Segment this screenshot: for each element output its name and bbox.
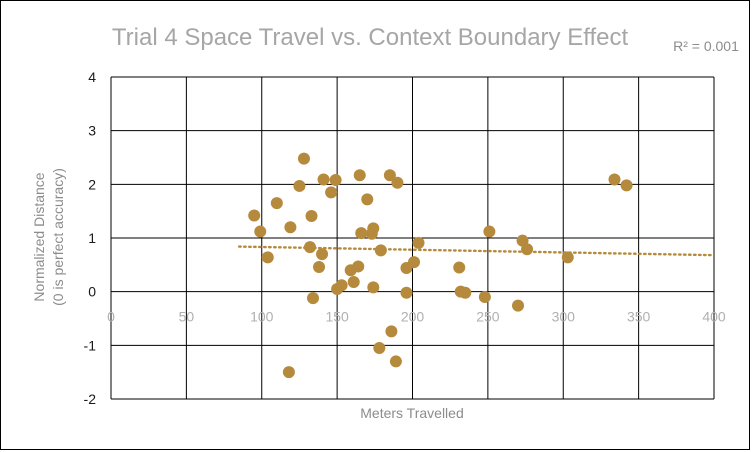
- trendline: [237, 245, 716, 257]
- data-point: [367, 281, 380, 294]
- data-point: [307, 292, 320, 305]
- data-point: [293, 179, 306, 192]
- gridlines: [110, 76, 715, 400]
- x-tick-label: 350: [627, 309, 651, 325]
- chart-title: Trial 4 Space Travel vs. Context Boundar…: [112, 24, 629, 51]
- data-point: [353, 169, 366, 182]
- y-tick-label: 2: [88, 176, 96, 192]
- data-points: [248, 152, 633, 379]
- data-point: [270, 197, 283, 210]
- data-point: [408, 256, 421, 269]
- data-point: [313, 260, 326, 273]
- y-tick-label: 3: [88, 123, 96, 139]
- data-point: [385, 325, 398, 338]
- x-tick-label: 0: [107, 309, 115, 325]
- x-tick-label: 300: [552, 309, 576, 325]
- data-point: [335, 279, 348, 292]
- y-tick-label: -2: [84, 391, 97, 407]
- data-point: [521, 243, 534, 256]
- trendline-group: [237, 245, 716, 257]
- data-point: [608, 173, 621, 186]
- y-tick-label: -1: [84, 337, 97, 353]
- data-point: [361, 193, 374, 206]
- y-axis-title-line-1: Normalized Distance: [31, 172, 47, 301]
- y-tick-label: 0: [88, 284, 96, 300]
- data-point: [282, 366, 295, 379]
- y-tick-label: 1: [88, 230, 96, 246]
- data-point: [478, 291, 491, 304]
- r-squared-annotation: R² = 0.001: [673, 38, 739, 54]
- data-point: [400, 286, 413, 299]
- y-axis-title: Normalized Distance (0 is perfect accura…: [31, 168, 66, 306]
- data-point: [261, 251, 274, 264]
- data-point: [620, 179, 633, 192]
- data-point: [383, 169, 396, 182]
- data-point: [248, 209, 261, 222]
- x-axis-title: Meters Travelled: [360, 405, 463, 421]
- tick-labels: -2 -1 0 1 2 3 4 0 50 100 150 200 250 300 350 400: [84, 69, 726, 407]
- data-point: [317, 173, 330, 186]
- x-tick-label: 100: [250, 309, 274, 325]
- data-point: [389, 355, 402, 368]
- data-point: [355, 227, 368, 240]
- data-point: [352, 260, 365, 273]
- x-tick-label: 200: [401, 309, 425, 325]
- data-point: [391, 176, 404, 189]
- x-tick-label: 250: [476, 309, 500, 325]
- data-point: [483, 225, 496, 238]
- x-tick-label: 400: [702, 309, 726, 325]
- y-axis-title-line-2: (0 is perfect accuracy): [50, 168, 66, 306]
- data-point: [305, 209, 318, 222]
- data-point: [459, 286, 472, 299]
- data-point: [561, 251, 574, 264]
- data-point: [373, 342, 386, 355]
- data-point: [412, 236, 425, 249]
- x-tick-label: 50: [179, 309, 195, 325]
- data-point: [316, 248, 329, 261]
- data-point: [347, 276, 360, 289]
- data-point: [325, 186, 338, 199]
- data-point: [367, 222, 380, 235]
- data-point: [453, 261, 466, 274]
- data-point: [512, 299, 525, 312]
- data-point: [254, 225, 267, 238]
- data-point: [297, 152, 310, 165]
- y-tick-label: 4: [88, 69, 96, 85]
- x-tick-label: 150: [325, 309, 349, 325]
- data-point: [329, 174, 342, 187]
- data-point: [374, 244, 387, 257]
- data-point: [303, 241, 316, 254]
- data-point: [284, 221, 297, 234]
